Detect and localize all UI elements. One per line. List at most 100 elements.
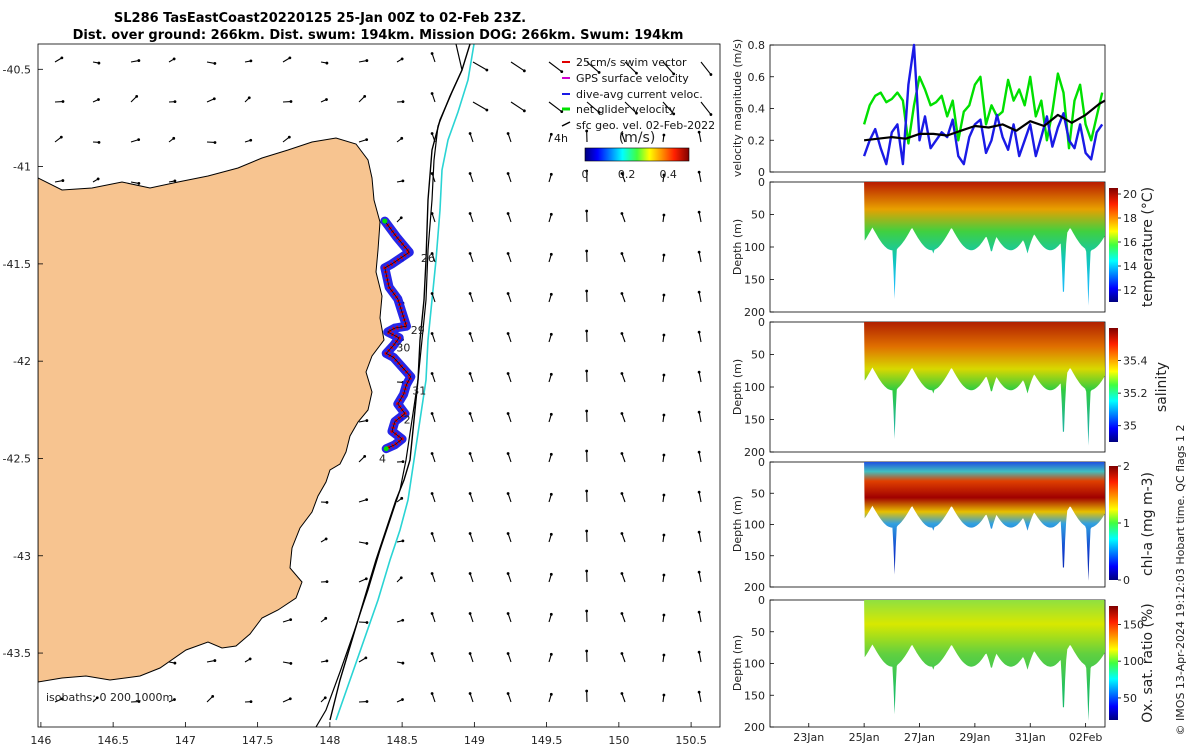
colorbar-tick-label: 35 xyxy=(1123,420,1137,433)
velocity-ytick-label: 0.8 xyxy=(748,39,766,52)
velocity-arrow-head xyxy=(288,697,292,701)
map-title-line2: Dist. over ground: 266km. Dist. swum: 19… xyxy=(73,28,684,43)
velocity-arrow-head xyxy=(662,373,666,377)
velocity-arrow xyxy=(586,101,600,113)
velocity-arrow-head xyxy=(635,111,638,115)
velocity-arrow-head xyxy=(468,652,472,655)
map-ytick-label: -41.5 xyxy=(3,258,31,271)
velocity-arrow-head xyxy=(430,652,434,655)
legend-label-sfc-geo: sfc geo. vel. 02-Feb-2022 xyxy=(576,119,715,132)
depth-tick-label: 100 xyxy=(744,381,765,394)
velocity-arrow xyxy=(469,573,474,583)
velocity-arrow-head xyxy=(365,419,369,422)
velocity-arrow-head xyxy=(401,618,405,622)
velocity-arrow-head xyxy=(697,170,701,174)
depth-tick-label: 0 xyxy=(758,594,765,607)
velocity-arrow-head xyxy=(468,332,472,335)
velocity-arrow-head xyxy=(400,496,404,500)
velocity-arrow-head xyxy=(506,652,510,655)
map-colorbar-ticks: 0 0.2 0.4 xyxy=(582,168,677,181)
velocity-arrow-head xyxy=(506,212,510,215)
track-date-label: 4 xyxy=(379,452,386,465)
velocity-arrow-head xyxy=(585,249,589,253)
velocity-arrow-head xyxy=(506,132,510,135)
velocity-arrow-head xyxy=(697,330,701,334)
temperature-cblabel: temperature (°C) xyxy=(1140,187,1156,307)
velocity-arrow xyxy=(621,493,626,503)
velocity-arrow-head xyxy=(401,698,404,701)
velocity-arrow xyxy=(621,133,626,143)
velocity-arrow-head xyxy=(430,572,434,575)
legend-swatch-sfc-geo xyxy=(561,121,571,127)
velocity-arrow-head xyxy=(59,135,63,139)
velocity-arrow-head xyxy=(585,329,589,333)
velocity-arrow xyxy=(469,693,474,703)
depth-tick-label: 200 xyxy=(744,581,765,594)
velocity-arrow-head xyxy=(697,650,701,654)
velocity-arrow-head xyxy=(325,580,329,584)
map-frame xyxy=(37,43,721,728)
temperature-colorbar-ticks: 20 18 16 14 12 xyxy=(1118,188,1137,297)
velocity-arrow-head xyxy=(430,532,434,535)
velocity-arrow-head xyxy=(662,333,666,337)
velocity-arrow-head xyxy=(401,661,405,665)
velocity-arrow-head xyxy=(399,216,403,220)
velocity-ytick-label: 0.2 xyxy=(748,134,766,147)
velocity-arrow-head xyxy=(323,696,327,700)
map-legend: 25cm/s swim vector GPS surface velocity … xyxy=(554,56,715,181)
salinity-heatmap: 0 50 100 150 200 xyxy=(744,316,1105,459)
velocity-arrow xyxy=(621,653,626,663)
velocity-arrow-head xyxy=(697,210,701,214)
colorbar-tick-label: 20 xyxy=(1123,188,1137,201)
velocity-arrow-head xyxy=(468,412,472,415)
velocity-arrow xyxy=(469,453,474,463)
colorbar-tick-label: 14 xyxy=(1123,260,1137,273)
colorbar-tick-label: 35.4 xyxy=(1123,355,1148,368)
velocity-arrow xyxy=(507,613,512,623)
colorbar-tick-label: 35.2 xyxy=(1123,387,1148,400)
velocity-arrow xyxy=(431,53,436,63)
track-date-label: 2 xyxy=(404,414,411,427)
velocity-arrow xyxy=(507,253,512,263)
velocity-arrow-head xyxy=(287,135,291,139)
map-xtick-label: 150 xyxy=(608,734,629,747)
profile-section-fill xyxy=(864,462,1105,581)
legend-label-dive-avg: dive-avg current veloc. xyxy=(576,88,703,101)
salinity-colorbar-ticks: 35.4 35.2 35 xyxy=(1118,355,1148,433)
track-end-marker xyxy=(383,446,389,452)
velocity-arrow xyxy=(469,293,474,303)
velocity-arrow-head xyxy=(430,172,434,175)
velocity-arrow xyxy=(507,213,512,223)
velocity-arrow-head xyxy=(697,130,701,134)
velocity-arrow-head xyxy=(325,659,329,663)
track-date-label: 30 xyxy=(396,342,410,355)
depth-tick-label: 0 xyxy=(758,316,765,329)
velocity-arrow-head xyxy=(620,412,624,415)
map-xtick-label: 148 xyxy=(319,734,340,747)
velocity-arrow xyxy=(507,533,512,543)
velocity-arrow xyxy=(698,292,702,303)
velocity-arrow-head xyxy=(506,452,510,455)
depth-tick-label: 150 xyxy=(744,274,765,287)
velocity-arrow xyxy=(507,333,512,343)
velocity-arrow-head xyxy=(549,332,553,336)
velocity-arrow-head xyxy=(249,138,253,142)
velocity-arrow xyxy=(469,373,474,383)
velocity-arrow-head xyxy=(468,212,472,215)
velocity-arrow-head xyxy=(212,97,216,101)
velocity-arrow-head xyxy=(662,693,666,697)
velocity-arrow xyxy=(507,373,512,383)
velocity-arrow-head xyxy=(173,100,177,104)
velocity-arrow-head xyxy=(506,292,510,295)
velocity-arrow xyxy=(621,333,626,343)
velocity-arrow-head xyxy=(506,332,510,335)
map-ytick-label: -42.5 xyxy=(3,452,31,465)
velocity-arrow-head xyxy=(61,100,65,103)
velocity-arrow-head xyxy=(672,72,676,76)
velocity-arrow-head xyxy=(697,290,701,294)
velocity-arrow-head xyxy=(173,179,177,183)
velocity-arrow-head xyxy=(365,621,369,624)
velocity-panel: 0 0.2 0.4 0.6 0.8 velocity magnitude (m/s) xyxy=(731,39,1106,179)
velocity-arrow xyxy=(507,653,512,663)
